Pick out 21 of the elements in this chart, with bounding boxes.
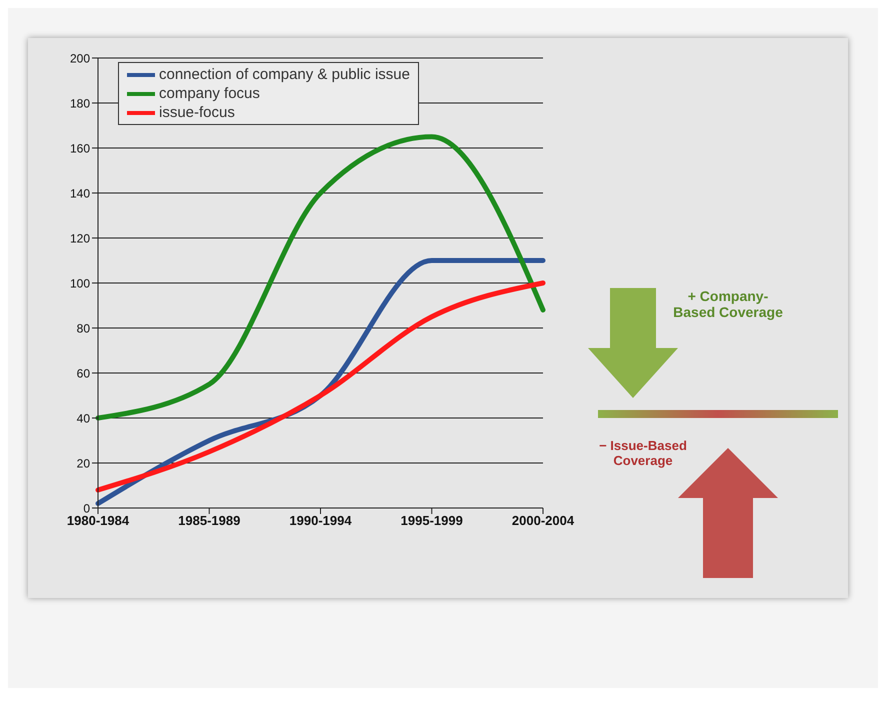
text: + Company-Based Coverage [672, 288, 784, 320]
legend-label: company focus [159, 84, 260, 103]
y-tick-label: 80 [76, 321, 90, 336]
legend-label: issue-focus [159, 103, 235, 122]
y-tick-label: 200 [70, 51, 90, 66]
y-tick-label: 120 [70, 231, 90, 246]
y-tick-label: 180 [70, 96, 90, 110]
x-tick-label: 1980-1984 [66, 513, 130, 528]
text: − Issue-Based Coverage [598, 438, 688, 468]
y-tick-label: 20 [76, 456, 90, 470]
x-tick-label: 1985-1989 [178, 513, 240, 528]
y-tick-label: 40 [76, 411, 90, 426]
y-tick-label: 60 [76, 366, 90, 380]
y-tick-label: 140 [70, 186, 90, 200]
y-tick-label: 0 [83, 501, 90, 516]
x-tick-label: 1990-1994 [289, 513, 352, 528]
x-tick-label: 2000-2004 [512, 513, 575, 528]
x-tick-label: 1995-1999 [400, 513, 463, 528]
y-tick-label: 160 [70, 141, 90, 156]
y-tick-label: 100 [70, 276, 90, 290]
legend-label: connection of company & public issue [159, 65, 410, 84]
